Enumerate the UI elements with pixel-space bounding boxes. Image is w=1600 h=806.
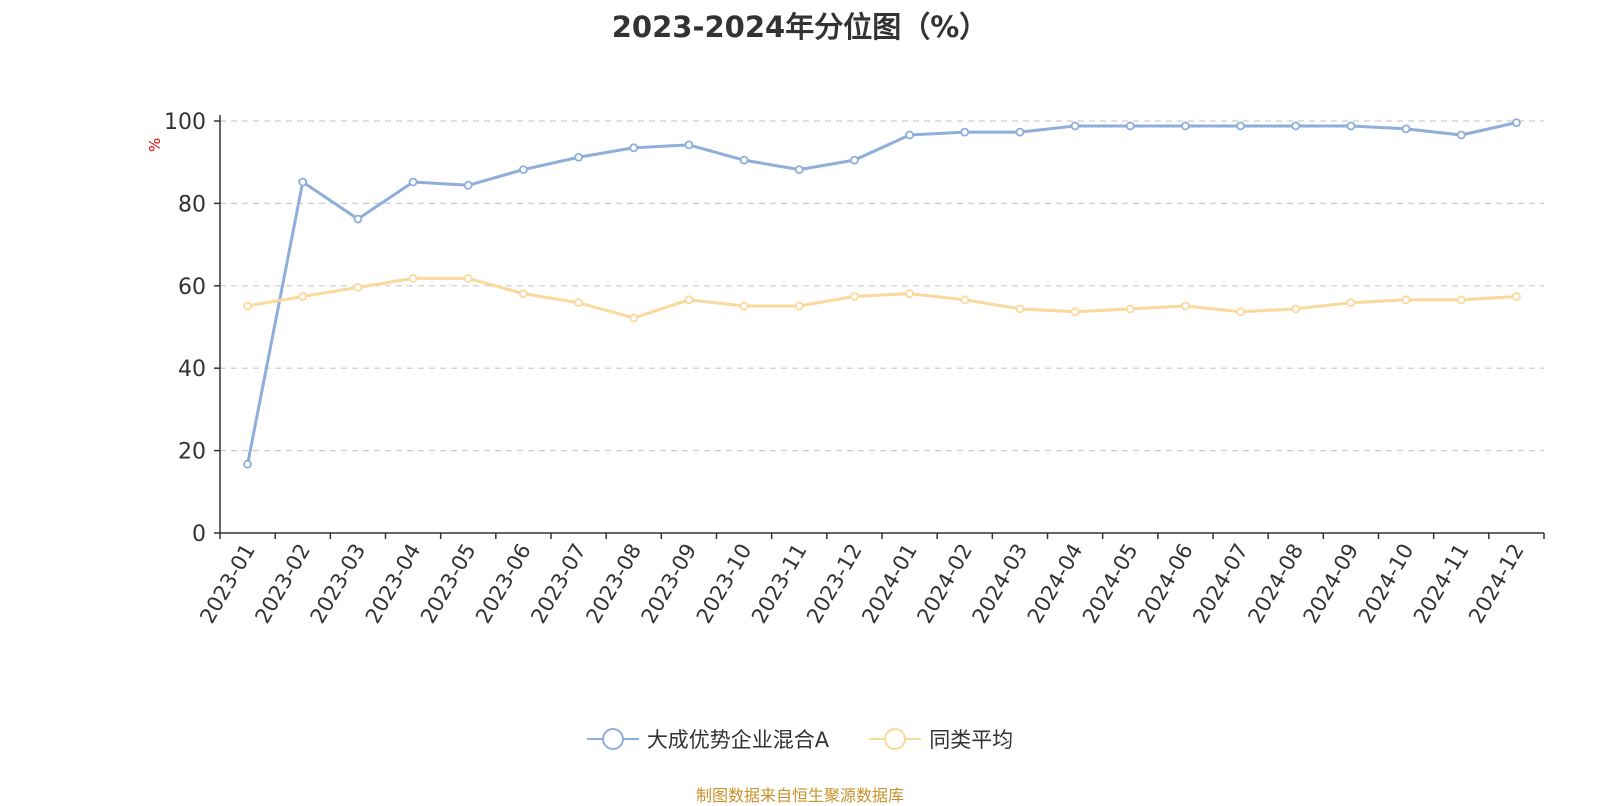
y-tick-label: 40 xyxy=(178,357,206,382)
data-point-1 xyxy=(1512,292,1521,301)
data-point-0 xyxy=(519,165,528,175)
data-point-1 xyxy=(463,273,473,283)
data-point-0 xyxy=(1291,121,1301,131)
data-point-1 xyxy=(1291,304,1301,314)
data-point-1 xyxy=(408,273,418,283)
data-point-0 xyxy=(1015,127,1025,137)
data-point-1 xyxy=(353,283,363,292)
y-tick-label: 100 xyxy=(164,110,206,135)
data-point-0 xyxy=(850,155,859,165)
data-point-0 xyxy=(243,459,252,469)
legend-label-fund: 大成优势企业混合A xyxy=(646,728,830,752)
x-tick-label: 2024-12 xyxy=(1464,540,1529,628)
legend-item-fund[interactable]: 大成优势企业混合A xyxy=(586,724,830,754)
data-point-0 xyxy=(1512,118,1521,128)
legend-item-category-average[interactable]: 同类平均 xyxy=(869,724,1013,754)
data-point-1 xyxy=(960,295,970,305)
legend-swatch-fund-icon xyxy=(586,728,639,750)
series-line-0 xyxy=(246,121,1517,465)
data-point-1 xyxy=(1401,295,1411,305)
data-point-1 xyxy=(1346,298,1356,308)
y-tick-label: 20 xyxy=(178,440,206,465)
data-point-0 xyxy=(1401,124,1411,134)
data-point-1 xyxy=(1125,304,1135,314)
data-point-1 xyxy=(739,301,749,311)
data-point-0 xyxy=(353,214,363,224)
data-point-0 xyxy=(463,180,473,190)
data-point-1 xyxy=(243,301,252,311)
data-point-0 xyxy=(905,130,914,140)
data-point-0 xyxy=(1236,121,1245,131)
data-point-1 xyxy=(519,289,528,299)
legend-label-average: 同类平均 xyxy=(929,728,1014,752)
data-point-0 xyxy=(1125,121,1135,131)
data-point-0 xyxy=(739,155,749,165)
data-point-1 xyxy=(905,289,914,299)
data-point-1 xyxy=(794,301,804,311)
data-point-0 xyxy=(1181,121,1190,131)
data-point-0 xyxy=(408,177,418,187)
data-point-1 xyxy=(850,292,859,301)
data-point-1 xyxy=(684,295,694,305)
data-point-0 xyxy=(298,177,308,187)
legend-swatch-average-icon xyxy=(869,728,922,750)
data-point-0 xyxy=(1070,121,1080,131)
y-tick-label: 0 xyxy=(192,522,206,547)
data-source-note: 制图数据来自恒生聚源数据库 xyxy=(695,786,904,805)
data-point-1 xyxy=(1015,304,1025,314)
y-tick-label: 80 xyxy=(178,192,206,217)
legend: 大成优势企业混合A 同类平均 xyxy=(0,724,1600,754)
data-point-0 xyxy=(684,140,694,150)
data-point-1 xyxy=(629,313,639,323)
data-point-0 xyxy=(574,152,583,162)
data-point-1 xyxy=(1456,295,1466,305)
series-line-1 xyxy=(247,276,1517,320)
data-point-0 xyxy=(960,127,970,137)
data-point-1 xyxy=(298,292,308,301)
data-point-1 xyxy=(1181,301,1190,311)
y-tick-label: 60 xyxy=(178,275,206,300)
data-point-0 xyxy=(794,165,804,175)
data-point-0 xyxy=(1456,130,1466,140)
data-point-0 xyxy=(1346,121,1356,131)
data-point-0 xyxy=(629,143,639,153)
data-point-1 xyxy=(1236,307,1245,317)
data-point-1 xyxy=(574,298,583,308)
data-point-1 xyxy=(1070,307,1080,317)
chart-title: 2023-2024年分位图（%） xyxy=(611,10,989,44)
